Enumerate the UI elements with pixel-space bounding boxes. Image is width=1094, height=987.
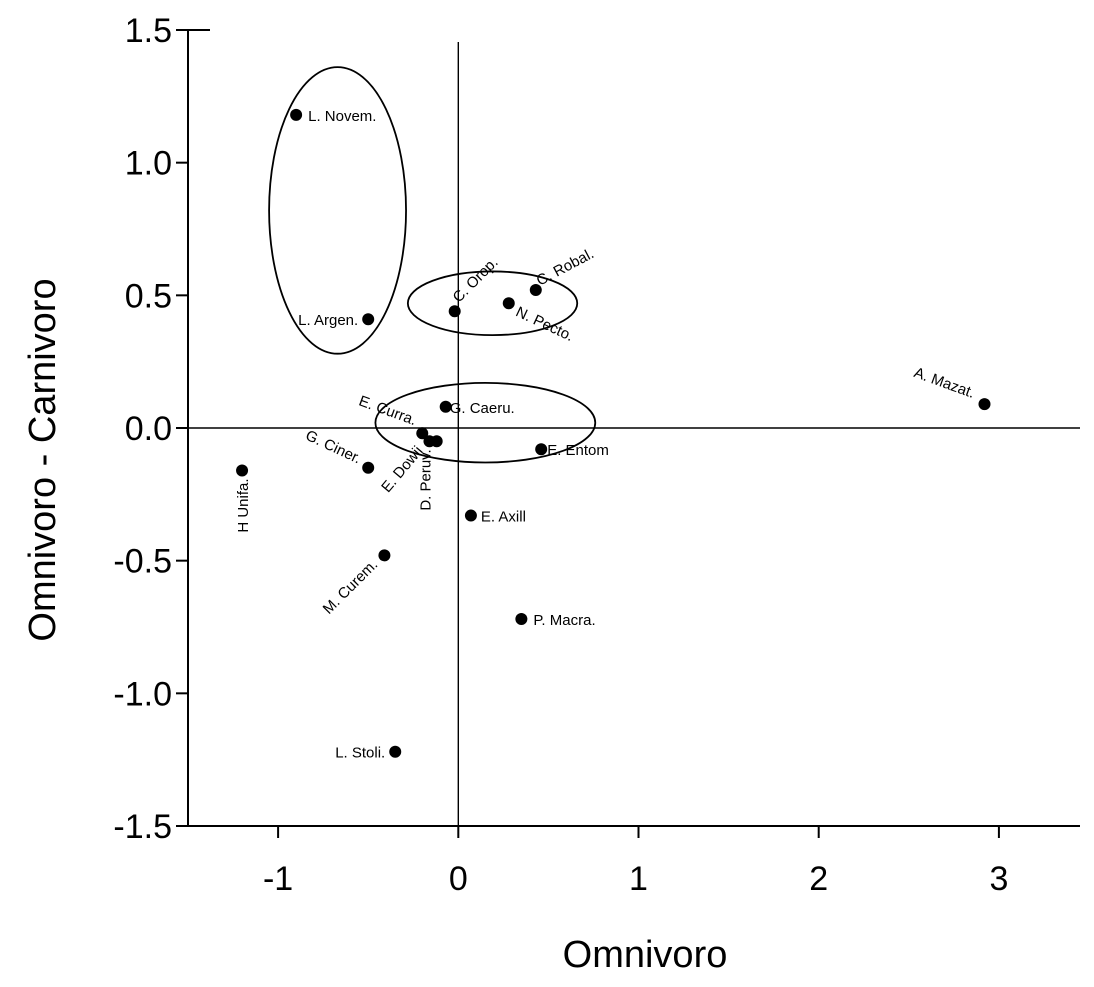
data-point	[529, 284, 542, 297]
point-label: P. Macra.	[533, 612, 595, 629]
y-tick-label: 1.5	[125, 12, 172, 50]
y-axis-title: Omnivoro - Carnivoro	[22, 278, 64, 641]
y-tick-label: 1.0	[125, 145, 172, 183]
point-label: H Unifa.	[235, 478, 252, 532]
point-label: E. Entom	[547, 442, 609, 459]
data-point	[430, 435, 443, 448]
data-point	[448, 305, 461, 318]
data-point	[464, 509, 477, 522]
cluster-ellipses	[268, 66, 597, 464]
data-point	[362, 313, 375, 326]
data-point	[439, 400, 452, 413]
data-point	[515, 613, 528, 626]
x-tick-label: 1	[629, 860, 648, 898]
data-point	[290, 108, 303, 121]
point-label: L. Novem.	[308, 108, 376, 125]
y-ticks: 1.5 1.0 0.5 0.0 -0.5 -1.0 -1.5	[113, 12, 210, 846]
y-tick-label: 0.5	[125, 277, 172, 315]
point-label: E. Axill	[481, 509, 526, 526]
x-tick-label: 3	[989, 860, 1008, 898]
point-label: G. Caeru.	[450, 400, 515, 417]
point-label: L. Argen.	[298, 312, 358, 329]
cluster-ellipse	[374, 381, 597, 464]
data-point	[389, 745, 402, 758]
y-tick-label: -0.5	[113, 543, 172, 581]
cluster-ellipse	[406, 270, 579, 337]
data-point	[236, 464, 249, 477]
data-point	[535, 443, 548, 456]
data-point	[416, 427, 429, 440]
data-point	[362, 461, 375, 474]
x-tick-label: 0	[449, 860, 468, 898]
point-label: L. Stoli.	[335, 745, 385, 762]
y-tick-label: -1.5	[113, 808, 172, 846]
point-label: D. Peruv.	[418, 449, 435, 510]
cluster-ellipse	[268, 66, 407, 355]
x-axis-title: Omnivoro	[563, 934, 728, 976]
x-tick-label: -1	[263, 860, 293, 898]
x-ticks: -1 0 1 2 3	[263, 826, 1008, 898]
x-tick-label: 2	[809, 860, 828, 898]
y-tick-label: -1.0	[113, 675, 172, 713]
data-point	[502, 297, 515, 310]
data-point	[978, 398, 991, 411]
data-point	[378, 549, 391, 562]
y-tick-label: 0.0	[125, 410, 172, 448]
